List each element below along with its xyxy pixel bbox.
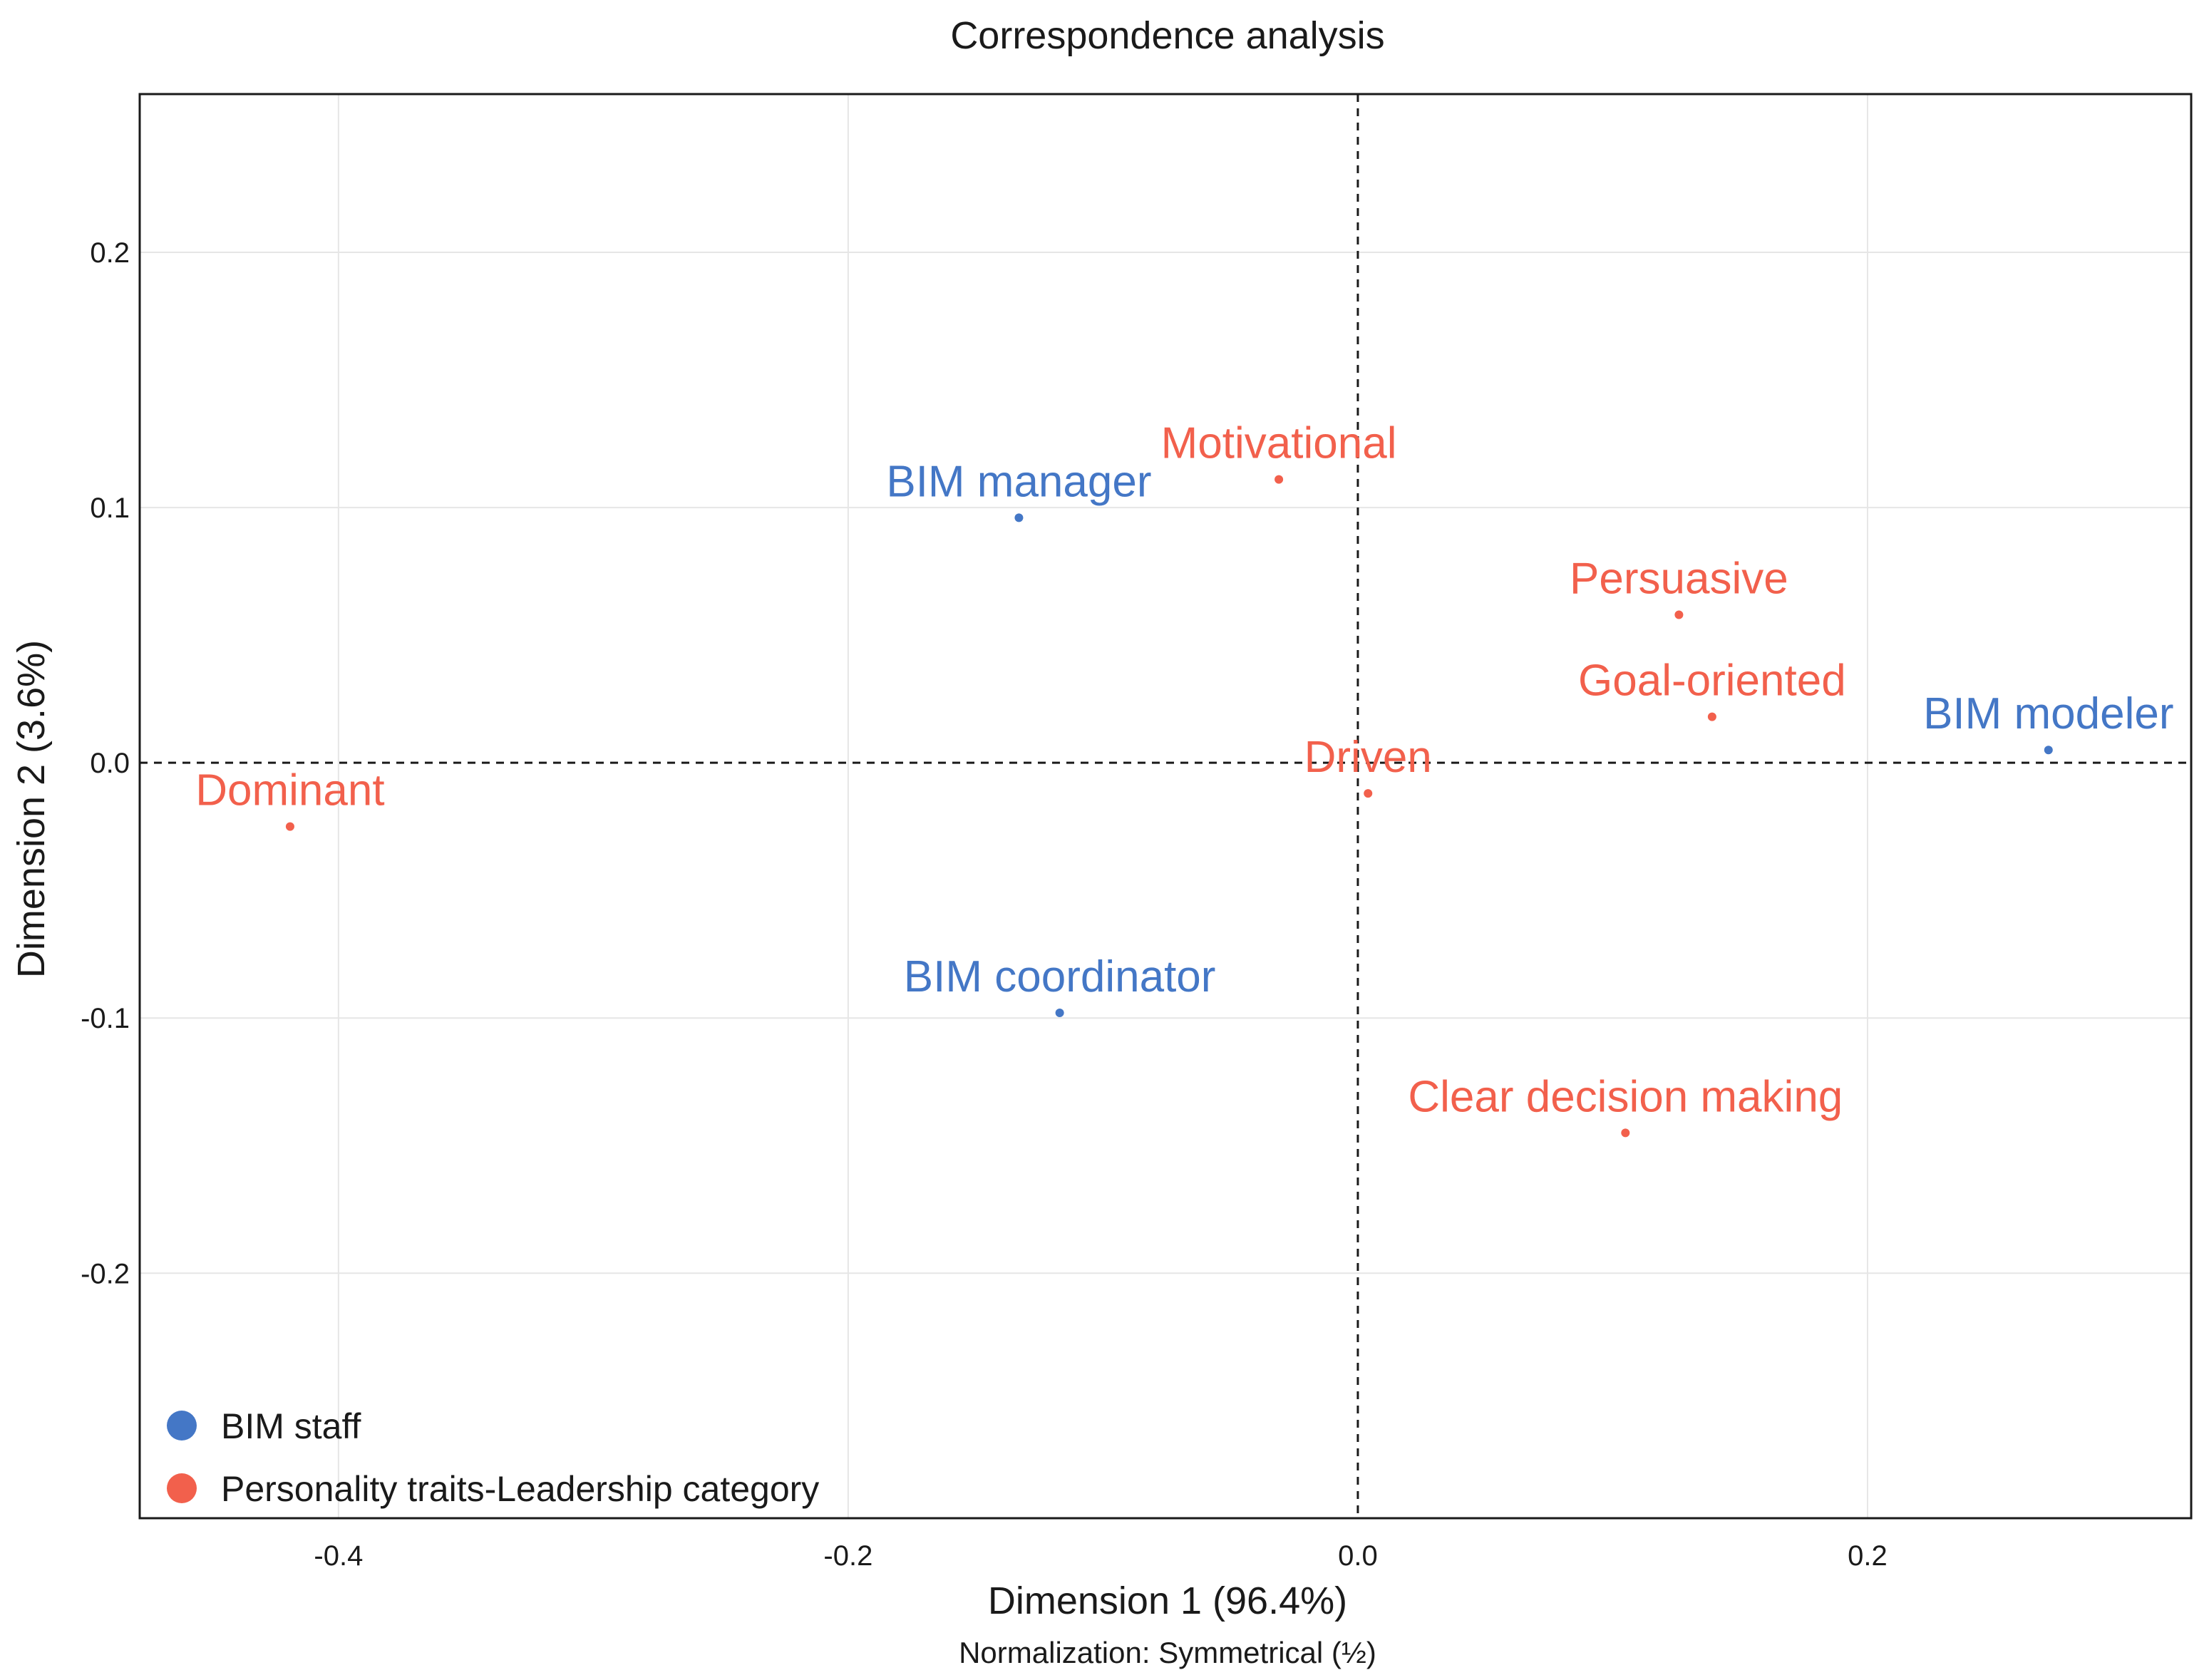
reference-lines xyxy=(140,94,2191,1518)
x-tick-label: 0.2 xyxy=(1848,1540,1888,1572)
y-tick-label: 0.2 xyxy=(90,237,130,269)
data-point xyxy=(1275,475,1284,484)
point-label: BIM coordinator xyxy=(904,952,1216,1001)
grid-lines xyxy=(140,94,2191,1518)
point-label: Goal-oriented xyxy=(1578,656,1846,706)
x-tick-label: -0.2 xyxy=(823,1540,872,1572)
data-point xyxy=(1055,1009,1064,1018)
legend-swatch xyxy=(167,1411,197,1441)
legend: BIM staff Personality traits-Leadership c… xyxy=(167,1406,819,1509)
plot-frame xyxy=(138,93,2193,1520)
data-point xyxy=(1364,789,1373,798)
y-tick-label: -0.1 xyxy=(81,1003,130,1034)
point-label: BIM manager xyxy=(886,457,1151,506)
data-points: BIM manager BIM coordinator BIM modeler Mot… xyxy=(195,419,2174,1138)
legend-label: Personality traits-Leadership category xyxy=(221,1469,819,1509)
y-tick-label: -0.2 xyxy=(81,1258,130,1289)
x-tick-label: -0.4 xyxy=(314,1540,363,1572)
data-point xyxy=(1621,1128,1630,1138)
y-axis-title: Dimension 2 (3.6%) xyxy=(10,640,53,978)
x-axis-title: Dimension 1 (96.4%) xyxy=(988,1579,1347,1622)
point-label: Motivational xyxy=(1161,419,1397,468)
data-point xyxy=(1707,712,1716,721)
data-point xyxy=(1014,513,1024,522)
point-label: Clear decision making xyxy=(1408,1072,1843,1121)
point-label: Persuasive xyxy=(1570,554,1788,603)
x-tick-label: 0.0 xyxy=(1338,1540,1378,1572)
point-label: Driven xyxy=(1304,733,1432,782)
y-tick-label: 0.0 xyxy=(90,748,130,779)
normalization-subtitle: Normalization: Symmetrical (½) xyxy=(959,1636,1376,1669)
y-tick-label: 0.1 xyxy=(90,493,130,524)
legend-label: BIM staff xyxy=(221,1406,361,1446)
point-label: BIM modeler xyxy=(1923,689,2173,738)
tick-labels: -0.4 -0.2 0.0 0.2 -0.2 -0.1 0.0 0.1 0.2 xyxy=(81,237,1888,1572)
data-point xyxy=(285,822,294,831)
chart-title: Correspondence analysis xyxy=(950,14,1384,57)
point-label: Dominant xyxy=(195,766,384,815)
legend-swatch xyxy=(167,1473,197,1503)
data-point xyxy=(2044,746,2053,755)
data-point xyxy=(1674,610,1684,619)
